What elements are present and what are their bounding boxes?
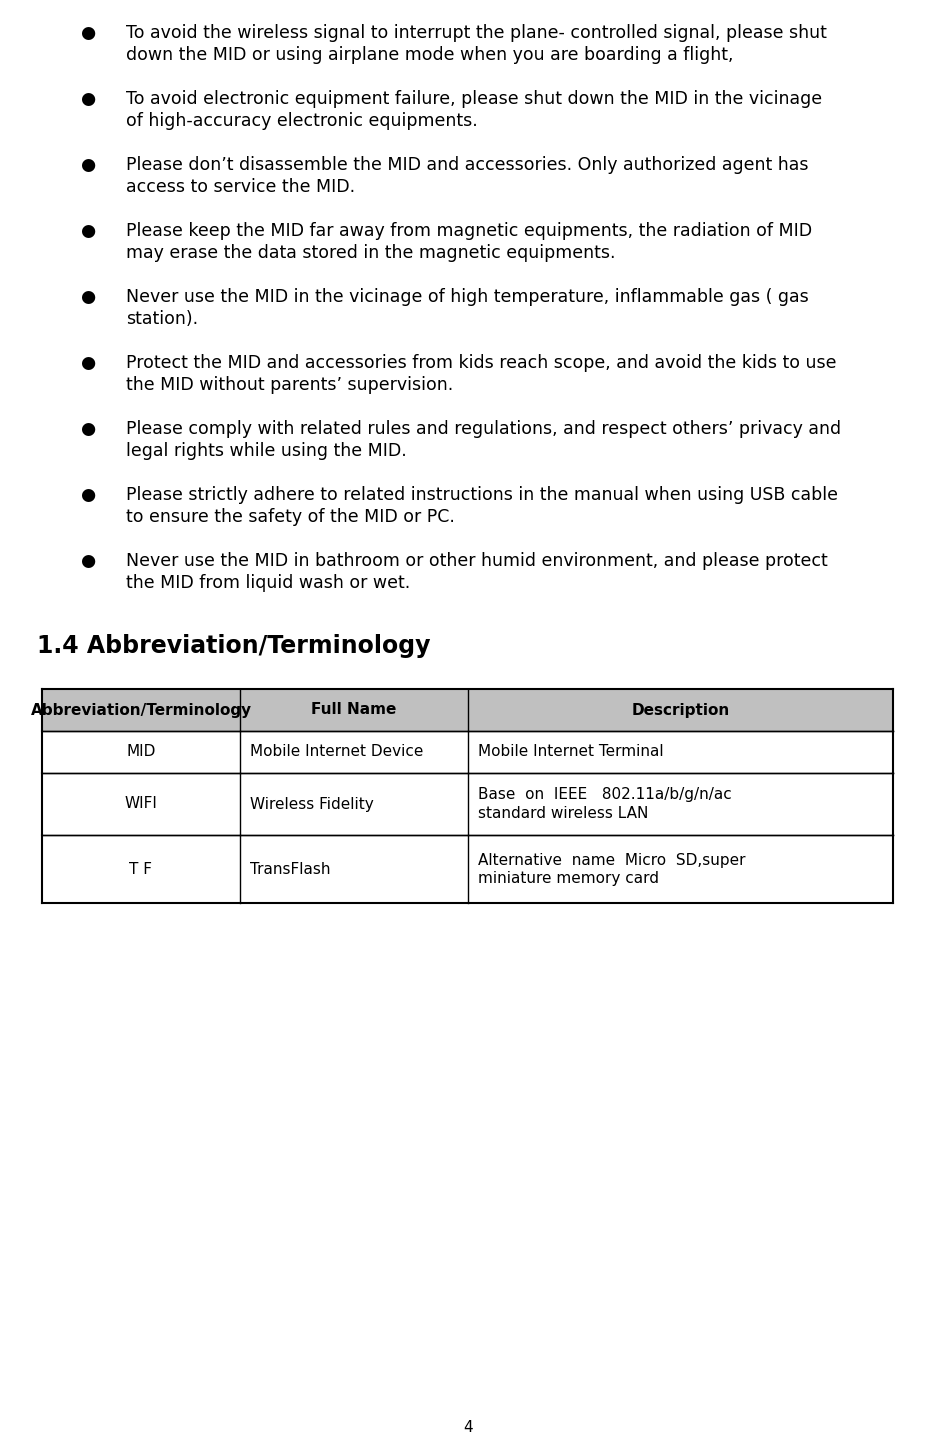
- Text: To avoid electronic equipment failure, please shut down the MID in the vicinage: To avoid electronic equipment failure, p…: [126, 90, 822, 108]
- Bar: [42, 835, 892, 904]
- Text: WIFI: WIFI: [124, 796, 157, 812]
- Text: 1.4 Abbreviation/Terminology: 1.4 Abbreviation/Terminology: [37, 634, 430, 658]
- Text: Mobile Internet Terminal: Mobile Internet Terminal: [477, 745, 663, 760]
- Text: ●: ●: [80, 354, 95, 372]
- Text: ●: ●: [80, 156, 95, 175]
- Text: Please comply with related rules and regulations, and respect others’ privacy an: Please comply with related rules and reg…: [126, 420, 841, 438]
- Text: Please don’t disassemble the MID and accessories. Only authorized agent has: Please don’t disassemble the MID and acc…: [126, 156, 808, 175]
- Text: access to service the MID.: access to service the MID.: [126, 178, 356, 196]
- Text: Never use the MID in the vicinage of high temperature, inflammable gas ( gas: Never use the MID in the vicinage of hig…: [126, 288, 809, 306]
- Text: ●: ●: [80, 223, 95, 240]
- Text: station).: station).: [126, 310, 198, 327]
- Text: Mobile Internet Device: Mobile Internet Device: [250, 745, 423, 760]
- Text: to ensure the safety of the MID or PC.: to ensure the safety of the MID or PC.: [126, 508, 455, 527]
- Text: down the MID or using airplane mode when you are boarding a flight,: down the MID or using airplane mode when…: [126, 47, 733, 64]
- Text: Protect the MID and accessories from kids reach scope, and avoid the kids to use: Protect the MID and accessories from kid…: [126, 354, 836, 372]
- Text: 4: 4: [463, 1420, 473, 1436]
- Text: ●: ●: [80, 486, 95, 503]
- Text: MID: MID: [126, 745, 155, 760]
- Text: ●: ●: [80, 551, 95, 570]
- Text: Please strictly adhere to related instructions in the manual when using USB cabl: Please strictly adhere to related instru…: [126, 486, 838, 503]
- Text: standard wireless LAN: standard wireless LAN: [477, 806, 648, 821]
- Text: may erase the data stored in the magnetic equipments.: may erase the data stored in the magneti…: [126, 244, 615, 262]
- Text: the MID from liquid wash or wet.: the MID from liquid wash or wet.: [126, 575, 410, 592]
- Text: Full Name: Full Name: [311, 703, 396, 717]
- Text: TransFlash: TransFlash: [250, 861, 330, 876]
- Text: miniature memory card: miniature memory card: [477, 870, 658, 886]
- Text: Abbreviation/Terminology: Abbreviation/Terminology: [30, 703, 251, 717]
- Text: of high-accuracy electronic equipments.: of high-accuracy electronic equipments.: [126, 112, 477, 129]
- Text: Base  on  IEEE   802.11a/b/g/n/ac: Base on IEEE 802.11a/b/g/n/ac: [477, 787, 731, 803]
- Text: ●: ●: [80, 420, 95, 438]
- Bar: [42, 690, 892, 730]
- Text: To avoid the wireless signal to interrupt the plane- controlled signal, please s: To avoid the wireless signal to interrup…: [126, 23, 826, 42]
- Text: ●: ●: [80, 90, 95, 108]
- Bar: [42, 773, 892, 835]
- Text: Please keep the MID far away from magnetic equipments, the radiation of MID: Please keep the MID far away from magnet…: [126, 223, 812, 240]
- Text: Description: Description: [631, 703, 729, 717]
- Bar: [42, 730, 892, 773]
- Text: Wireless Fidelity: Wireless Fidelity: [250, 796, 373, 812]
- Text: the MID without parents’ supervision.: the MID without parents’ supervision.: [126, 375, 453, 394]
- Text: T F: T F: [129, 861, 153, 876]
- Text: ●: ●: [80, 23, 95, 42]
- Text: Alternative  name  Micro  SD,super: Alternative name Micro SD,super: [477, 853, 745, 867]
- Text: Never use the MID in bathroom or other humid environment, and please protect: Never use the MID in bathroom or other h…: [126, 551, 827, 570]
- Text: legal rights while using the MID.: legal rights while using the MID.: [126, 442, 407, 460]
- Text: ●: ●: [80, 288, 95, 306]
